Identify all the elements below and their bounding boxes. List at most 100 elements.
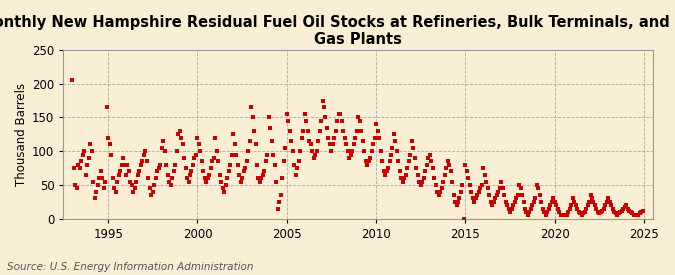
Text: Source: U.S. Energy Information Administration: Source: U.S. Energy Information Administ… [7, 262, 253, 272]
Point [477, 183, 487, 187]
Point [97, 176, 107, 180]
Point [383, 166, 394, 170]
Point [68, 166, 79, 170]
Point [259, 169, 270, 174]
Point [104, 142, 115, 147]
Point [280, 146, 291, 150]
Point [549, 200, 560, 204]
Point [481, 179, 491, 184]
Point [570, 203, 581, 207]
Point [437, 179, 448, 184]
Point [220, 183, 231, 187]
Point [543, 207, 554, 211]
Point [468, 196, 479, 201]
Point [205, 166, 216, 170]
Point [189, 156, 200, 160]
Point [632, 213, 643, 218]
Point [295, 149, 306, 153]
Point [616, 208, 627, 213]
Point [195, 149, 206, 153]
Point [335, 112, 346, 116]
Point [78, 152, 88, 157]
Point [622, 207, 633, 211]
Point [521, 210, 532, 214]
Point [479, 173, 490, 177]
Point [573, 210, 584, 214]
Point [593, 210, 603, 214]
Point [219, 189, 230, 194]
Point [115, 169, 126, 174]
Point [243, 149, 254, 153]
Point [610, 211, 621, 216]
Point [420, 169, 431, 174]
Point [516, 193, 527, 197]
Point [183, 179, 194, 184]
Point [546, 200, 557, 204]
Point [417, 179, 428, 184]
Point [184, 173, 195, 177]
Point [499, 193, 510, 197]
Point [79, 149, 90, 153]
Point [603, 196, 614, 201]
Point [576, 213, 587, 218]
Point [463, 176, 474, 180]
Point [67, 78, 78, 82]
Point [545, 203, 556, 207]
Point [591, 207, 602, 211]
Point [211, 149, 222, 153]
Point [146, 193, 157, 197]
Point [85, 142, 96, 147]
Point [258, 173, 269, 177]
Point [72, 186, 82, 191]
Point [560, 213, 570, 218]
Point [132, 173, 143, 177]
Point [89, 196, 100, 201]
Point [155, 163, 165, 167]
Point [392, 149, 402, 153]
Point [177, 142, 188, 147]
Point [615, 210, 626, 214]
Point [362, 163, 373, 167]
Point [628, 213, 639, 218]
Point [554, 210, 565, 214]
Point [76, 159, 86, 164]
Point [158, 139, 169, 143]
Point [190, 152, 201, 157]
Point [344, 156, 355, 160]
Point [451, 203, 462, 207]
Point [393, 159, 404, 164]
Point [500, 200, 511, 204]
Point [454, 196, 465, 201]
Point [606, 203, 617, 207]
Point [599, 207, 610, 211]
Point [530, 196, 541, 201]
Point [153, 166, 164, 170]
Point [215, 173, 225, 177]
Point [435, 189, 446, 194]
Point [588, 200, 599, 204]
Point [359, 149, 370, 153]
Point [514, 183, 524, 187]
Point [267, 139, 277, 143]
Point [232, 163, 243, 167]
Point [389, 132, 400, 137]
Point [582, 203, 593, 207]
Point [497, 186, 508, 191]
Point [323, 136, 334, 140]
Point [331, 129, 342, 133]
Y-axis label: Thousand Barrels: Thousand Barrels [15, 83, 28, 186]
Point [443, 163, 454, 167]
Point [289, 163, 300, 167]
Point [121, 173, 132, 177]
Point [567, 196, 578, 201]
Point [494, 186, 505, 191]
Point [621, 203, 632, 207]
Point [186, 169, 197, 174]
Point [124, 169, 134, 174]
Point [80, 173, 91, 177]
Point [378, 169, 389, 174]
Point [512, 193, 523, 197]
Point [504, 207, 514, 211]
Point [432, 189, 443, 194]
Point [636, 210, 647, 214]
